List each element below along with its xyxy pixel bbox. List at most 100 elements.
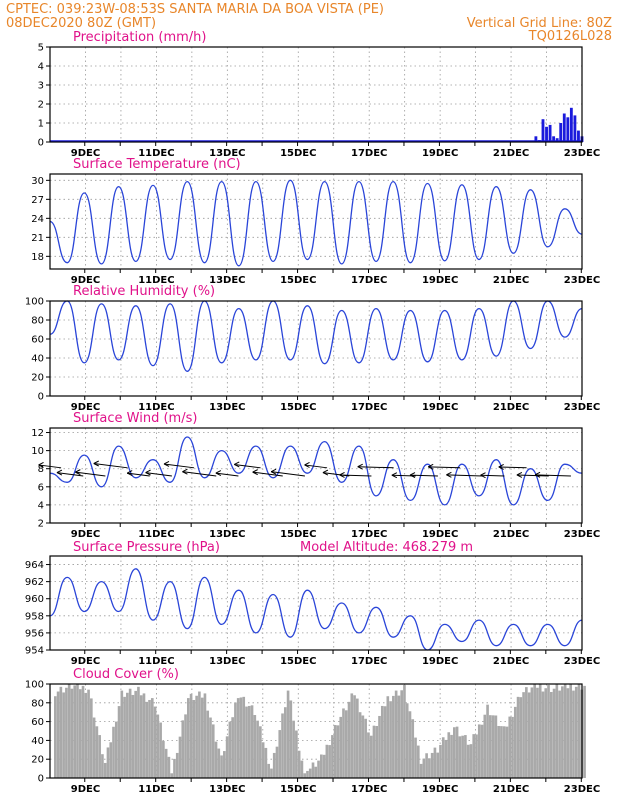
cloud-bar — [411, 719, 415, 778]
cloud-bar — [389, 701, 392, 778]
cloud-bar — [328, 745, 331, 778]
cloud-bar — [137, 686, 140, 778]
cloud-cover-title: Cloud Cover (%) — [73, 667, 179, 682]
cloud-bar — [126, 692, 129, 778]
cloud-bar — [148, 699, 151, 778]
ytick-label: 6 — [38, 482, 44, 493]
ytick-label: 24 — [31, 214, 44, 225]
wind-arrowhead — [234, 461, 240, 468]
cloud-bar — [81, 685, 85, 778]
wind-arrowhead — [446, 471, 452, 478]
cloud-bar — [245, 706, 248, 778]
cloud-bar — [405, 703, 409, 778]
cloud-bar — [416, 745, 420, 778]
cloud-bar — [552, 688, 556, 778]
wind-arrowhead — [498, 464, 504, 470]
cloud-bar — [536, 687, 539, 778]
ytick-label: 10 — [31, 446, 44, 457]
series-line — [49, 179, 583, 267]
cloud-bar — [519, 697, 523, 778]
precip-bar — [534, 136, 538, 142]
date-label: 15DEC — [280, 275, 316, 286]
cloud-bar — [516, 696, 520, 778]
cloud-bar — [367, 732, 370, 778]
cloud-bar — [320, 754, 323, 778]
cloud-bar — [477, 724, 481, 778]
cloud-bar — [430, 752, 434, 778]
precip-bar — [559, 123, 563, 142]
cloud-bar — [538, 684, 542, 778]
date-label: 17DEC — [351, 275, 387, 286]
cloud-bar — [342, 708, 345, 778]
cloud-bar — [114, 721, 118, 778]
wind-arrowhead — [480, 472, 486, 479]
precip-bar — [569, 107, 573, 142]
series-line — [49, 436, 583, 506]
cloud-bar — [563, 684, 567, 778]
wind-arrowhead — [516, 472, 523, 478]
cloud-bar — [549, 691, 553, 778]
precip-bar — [555, 138, 559, 142]
date-label: 21DEC — [493, 275, 529, 286]
cloud-bar — [358, 712, 362, 778]
cloud-bar — [497, 725, 500, 778]
wind-vector — [498, 466, 527, 469]
cloud-bar — [84, 692, 88, 778]
cloud-bar — [450, 734, 453, 778]
cloud-bar — [267, 763, 270, 778]
ytick-label: 954 — [25, 646, 44, 657]
wind-vector — [75, 471, 106, 477]
cloud-bar — [436, 752, 440, 778]
cloud-bar — [347, 701, 351, 778]
cloud-bar — [311, 762, 315, 778]
wind-vector — [480, 474, 505, 477]
cloud-bar — [414, 737, 417, 778]
cloud-bar — [67, 684, 71, 778]
cloud-bar — [558, 690, 561, 778]
cloud-bar — [203, 693, 207, 778]
cloud-bar — [314, 766, 318, 778]
date-label: 19DEC — [422, 656, 458, 667]
cloud-bar — [92, 717, 96, 778]
ytick-label: 12 — [31, 428, 44, 439]
date-label: 11DEC — [138, 148, 174, 159]
cloud-bar — [425, 753, 428, 778]
wind-arrowhead — [126, 470, 133, 477]
wind-vector — [271, 471, 305, 477]
wind-vector — [234, 463, 261, 469]
ytick-label: 40 — [31, 736, 44, 747]
cloud-bar — [336, 725, 340, 778]
date-label: 11DEC — [138, 529, 174, 540]
cloud-bar — [173, 758, 176, 778]
cloud-bar — [469, 744, 473, 778]
wind-vector — [56, 472, 84, 477]
ytick-label: 80 — [31, 698, 44, 709]
date-label: 13DEC — [209, 148, 245, 159]
header-grid-line: Vertical Grid Line: 80Z — [467, 16, 612, 31]
date-label: 23DEC — [564, 656, 600, 667]
cloud-bar — [574, 686, 578, 778]
ytick-label: 18 — [31, 252, 44, 263]
cloud-bar — [322, 754, 326, 778]
cloud-bar — [369, 735, 373, 778]
ytick-label: 960 — [25, 594, 44, 605]
cloud-bar — [286, 690, 290, 778]
cloud-bar — [98, 735, 101, 778]
ytick-label: 60 — [31, 335, 44, 346]
cloud-bar — [70, 688, 74, 778]
cloud-bar — [364, 718, 367, 778]
wind-vector — [252, 471, 283, 477]
wind-vector — [93, 463, 128, 469]
wind-title: Surface Wind (m/s) — [73, 411, 197, 426]
date-label: 9DEC — [71, 784, 100, 795]
cloud-bar — [525, 687, 528, 778]
date-label: 11DEC — [138, 784, 174, 795]
cloud-bar — [153, 706, 157, 778]
cloud-bar — [139, 695, 143, 778]
cloud-bar — [433, 747, 437, 778]
ytick-label: 60 — [31, 717, 44, 728]
cloud-bar — [250, 705, 254, 778]
series-line — [49, 300, 583, 372]
cloud-bar — [356, 698, 359, 778]
